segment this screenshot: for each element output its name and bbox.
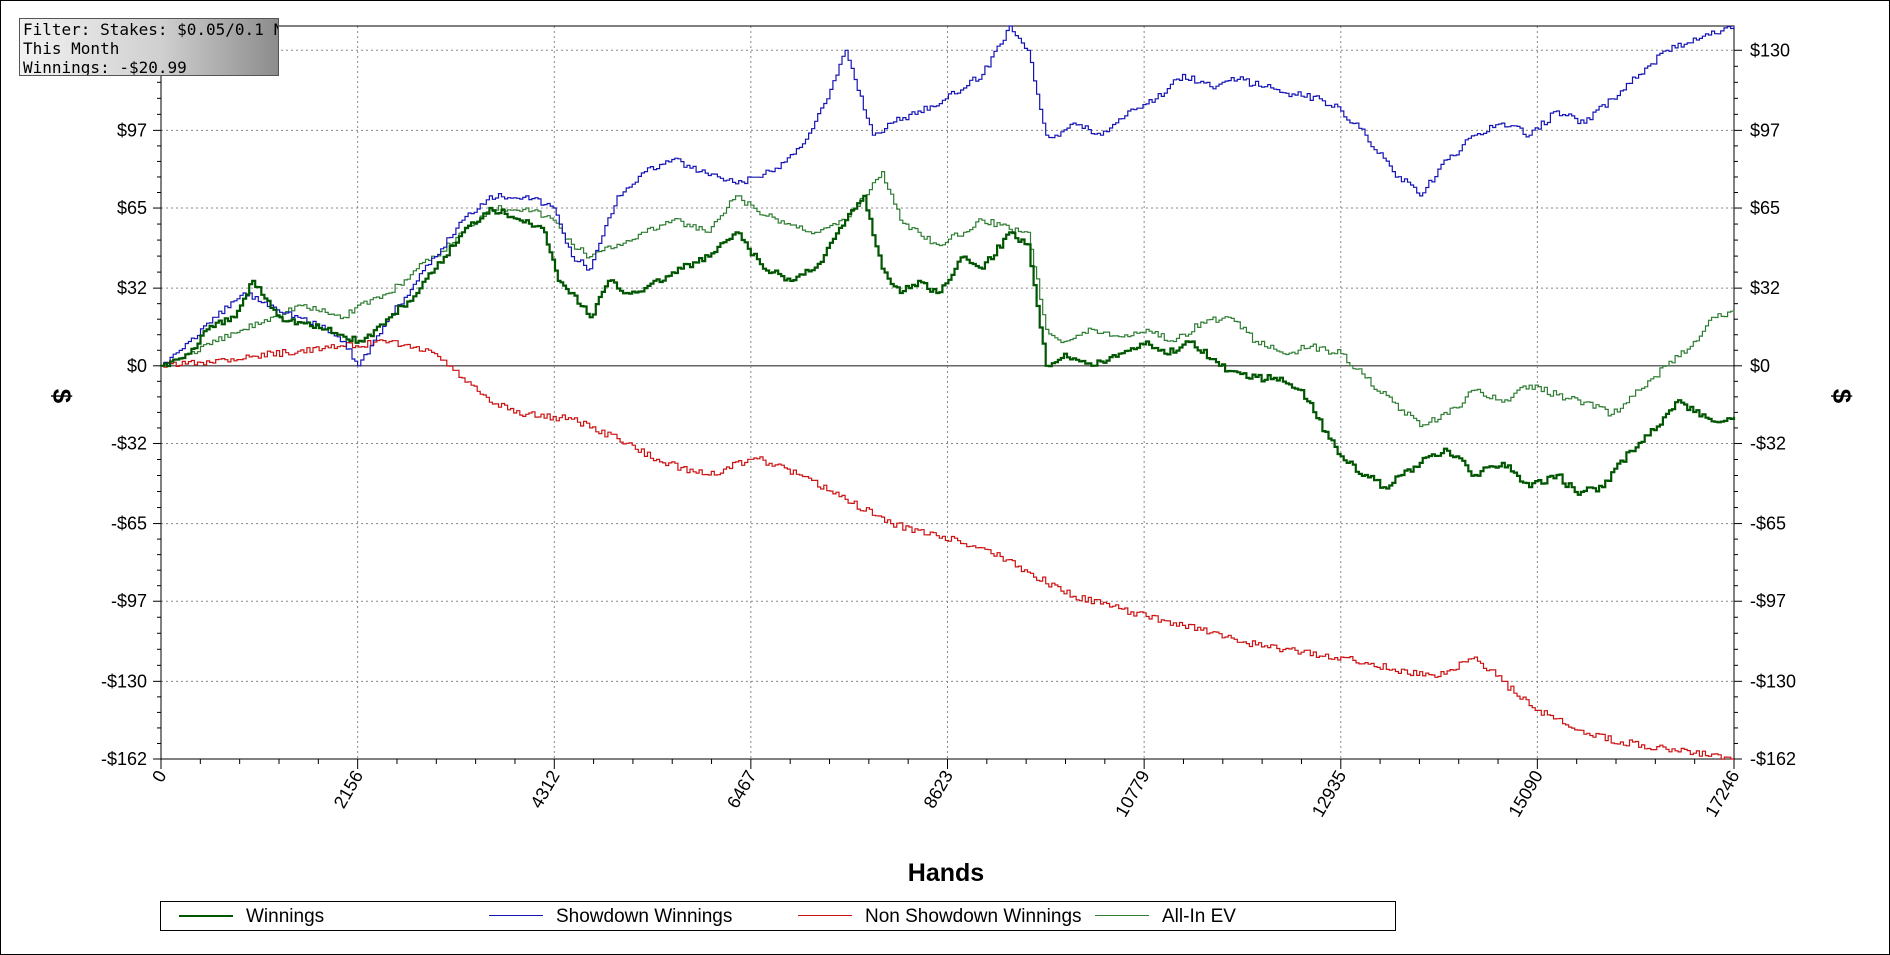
y-tick-label-left: -$65 [111,514,147,534]
series-line-non-showdown [161,339,1734,760]
series-lines [161,25,1736,760]
legend-label-allin-ev: All-In EV [1162,906,1236,927]
y-tick-label-left: $65 [117,198,147,218]
y-tick-label-right: -$162 [1750,749,1796,769]
y-tick-label-right: $32 [1750,278,1780,298]
y-tick-label-right: -$32 [1750,433,1786,453]
filter-info-box: Filter: Stakes: $0.05/0.1 NL This Month … [19,18,279,76]
legend-swatch-showdown [489,915,543,916]
y-tick-label-right: $0 [1750,356,1770,376]
y-axis-title-right: $ [1827,389,1857,404]
y-tick-label-right: -$130 [1750,671,1796,691]
y-tick-label-left: $0 [127,356,147,376]
x-tick-label: 10779 [1111,767,1153,820]
y-tick-label-right: $65 [1750,198,1780,218]
x-tick-label: 15090 [1504,767,1546,820]
filter-period-text: This Month [23,39,120,58]
y-axis-title-left: $ [47,389,77,404]
x-tick-label: 2156 [330,767,367,812]
winnings-total-text: Winnings: -$20.99 [23,58,187,76]
tick-labels: -$162 -$162 -$130 -$130 -$97 -$97 -$65 -$65 -$32… [101,40,1796,820]
x-tick-label: 17246 [1701,767,1743,820]
y-tick-label-right: $97 [1750,120,1780,140]
legend-label-non-showdown: Non Showdown Winnings [865,906,1082,927]
series-line-showdown [161,25,1735,367]
y-tick-label-left: -$162 [101,749,147,769]
y-tick-label-right: $130 [1750,40,1790,60]
y-tick-label-left: $32 [117,278,147,298]
legend-label-winnings: Winnings [246,906,325,927]
x-tick-label: 4312 [526,767,563,812]
x-tick-label: 8623 [920,767,957,812]
series-line-allin-ev [161,171,1735,428]
x-tick-label: 0 [148,767,170,786]
series-line-winnings [161,194,1736,496]
grid-lines [161,26,1734,760]
axes [153,25,1742,769]
legend-swatch-non-showdown [798,915,852,916]
y-tick-label-left: -$97 [111,591,147,611]
y-tick-label-left: -$130 [101,671,147,691]
y-tick-label-left: $97 [117,120,147,140]
x-tick-label: 12935 [1308,767,1350,820]
x-tick-label: 6467 [723,767,760,812]
legend: Winnings Showdown Winnings Non Showdown … [160,901,1396,931]
legend-swatch-winnings [179,915,233,917]
y-tick-label-right: -$97 [1750,591,1786,611]
filter-stakes-text: Filter: Stakes: $0.05/0.1 NL [23,20,279,39]
legend-swatch-allin-ev [1095,915,1149,916]
legend-label-showdown: Showdown Winnings [556,906,733,927]
y-tick-label-right: -$65 [1750,514,1786,534]
y-tick-label-left: -$32 [111,433,147,453]
x-axis-title: Hands [908,859,984,887]
